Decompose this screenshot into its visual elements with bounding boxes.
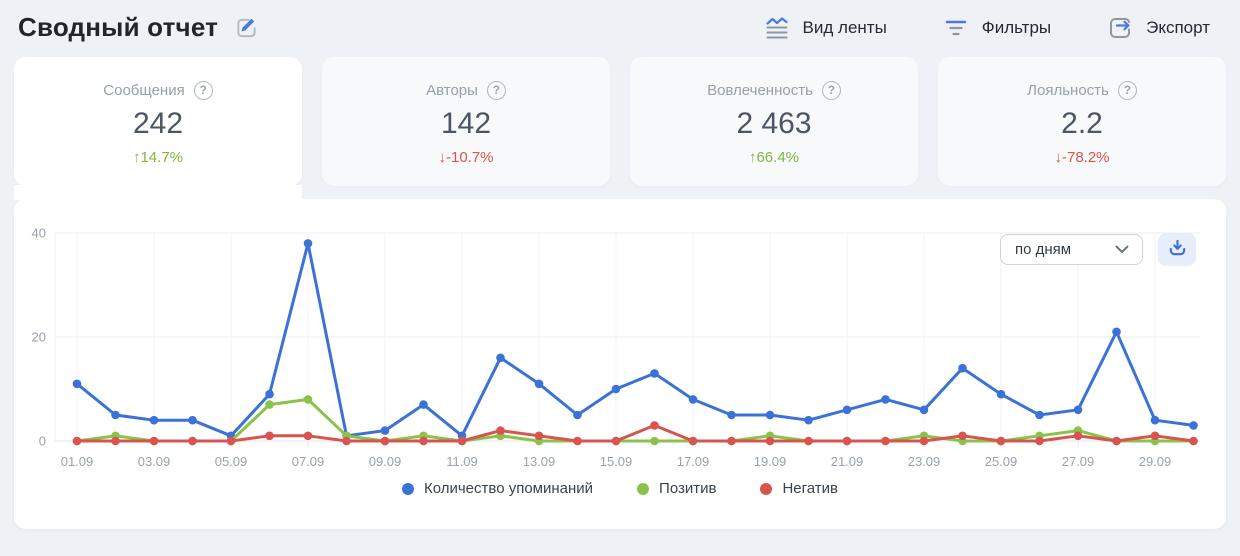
stat-delta: ↑14.7% [132,149,184,166]
chart-area: 0 20 40 01.09 03.09 05.09 07.09 09.09 11.09 13.09… [14,199,1226,474]
svg-text:01.09: 01.09 [61,454,94,469]
stat-label: Авторы [426,82,478,99]
svg-text:19.09: 19.09 [754,454,787,469]
svg-text:03.09: 03.09 [138,454,171,469]
chart-legend: Количество упоминаний Позитив Негатив [14,480,1226,497]
stat-delta: ↓-10.7% [438,149,494,166]
filters-button[interactable]: Фильтры [943,15,1051,41]
edit-report-button[interactable] [232,13,262,43]
svg-text:11.09: 11.09 [446,454,478,469]
stat-card-loyalty[interactable]: Лояльность ? 2.2 ↓-78.2% [938,57,1226,186]
positive-series-dot [637,482,650,495]
svg-text:05.09: 05.09 [215,454,248,469]
feed-view-icon [764,15,790,41]
stat-delta: ↑66.4% [748,149,800,166]
stat-label: Вовлеченность [707,82,813,99]
download-icon [1167,238,1188,262]
stat-value: 142 [440,107,492,140]
export-label: Экспорт [1146,17,1210,37]
stats-row: Сообщения ? 242 ↑14.7% Авторы ? 142 ↓-10… [14,57,1226,200]
help-icon[interactable]: ? [486,81,506,100]
stat-delta: ↓-78.2% [1054,149,1110,166]
help-icon[interactable]: ? [193,81,213,100]
legend-item-positive[interactable]: Позитив [637,480,716,497]
negative-series-dot [760,482,773,495]
svg-text:40: 40 [32,226,46,241]
svg-text:17.09: 17.09 [677,454,710,469]
filters-label: Фильтры [981,17,1052,37]
edit-pencil-icon [234,18,260,44]
mentions-line-chart[interactable]: 0 20 40 01.09 03.09 05.09 07.09 09.09 11.09 13.09… [28,226,1208,474]
help-icon[interactable]: ? [821,81,841,100]
svg-text:07.09: 07.09 [292,454,325,469]
feed-view-button[interactable]: Вид ленты [764,15,887,41]
svg-text:15.09: 15.09 [600,454,633,469]
stat-card-authors[interactable]: Авторы ? 142 ↓-10.7% [322,57,610,186]
svg-text:09.09: 09.09 [369,454,402,469]
feed-view-label: Вид ленты [802,17,887,37]
summary-report-page: Сводный отчет Вид ленты [14,10,1226,529]
legend-label: Количество упоминаний [423,480,594,497]
stat-label: Лояльность [1027,82,1109,99]
chevron-down-icon [1115,241,1129,258]
help-icon[interactable]: ? [1117,81,1137,100]
legend-label: Позитив [659,480,717,497]
legend-label: Негатив [782,480,839,497]
svg-text:20: 20 [32,330,46,345]
filters-icon [943,15,969,41]
mentions-series-dot [401,482,414,495]
export-icon [1107,15,1133,41]
svg-text:0: 0 [39,434,46,449]
download-chart-button[interactable] [1158,233,1196,266]
stat-label: Сообщения [103,82,185,99]
export-button[interactable]: Экспорт [1107,15,1210,41]
header-actions: Вид ленты Фильтры [764,15,1210,41]
stat-card-messages[interactable]: Сообщения ? 242 ↑14.7% [14,57,302,200]
page-title: Сводный отчет [18,12,219,42]
page-header: Сводный отчет Вид ленты [14,10,1226,43]
svg-text:27.09: 27.09 [1062,454,1095,469]
interval-select[interactable]: по дням [1000,234,1143,265]
legend-item-negative[interactable]: Негатив [760,480,838,497]
stat-card-engagement[interactable]: Вовлеченность ? 2 463 ↑66.4% [630,57,918,186]
svg-text:25.09: 25.09 [985,454,1018,469]
chart-panel: по дням 0 20 40 01.09 03.09 05.09 07 [14,199,1226,529]
svg-text:13.09: 13.09 [523,454,556,469]
svg-text:23.09: 23.09 [908,454,941,469]
svg-text:29.09: 29.09 [1139,454,1172,469]
interval-select-value: по дням [1015,241,1072,258]
legend-item-mentions[interactable]: Количество упоминаний [401,480,594,497]
stat-value: 2 463 [736,107,812,140]
chart-controls: по дням [1000,233,1196,266]
stat-value: 242 [132,107,184,140]
stat-value: 2.2 [1061,107,1103,140]
svg-text:21.09: 21.09 [831,454,864,469]
